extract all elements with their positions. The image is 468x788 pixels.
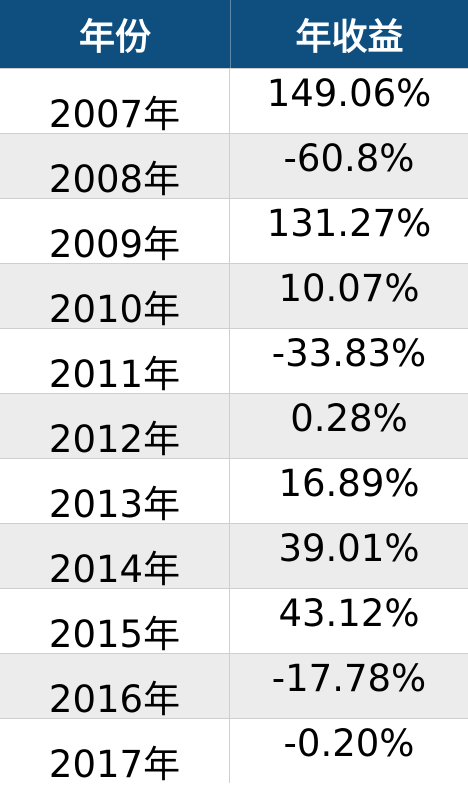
return-cell: 131.27% <box>266 201 432 245</box>
year-cell: 2012年 <box>0 394 230 461</box>
year-cell: 2010年 <box>0 264 230 331</box>
year-cell: 2013年 <box>0 459 230 526</box>
table-header: 年份 年收益 <box>0 0 468 68</box>
return-cell: 39.01% <box>278 526 420 570</box>
return-cell: -0.20% <box>283 721 415 765</box>
return-cell: -33.83% <box>271 331 427 375</box>
return-cell: 10.07% <box>278 266 420 310</box>
return-cell: 149.06% <box>266 71 432 115</box>
table-row: 2017年 -0.20% <box>0 718 468 786</box>
table-row: 2011年 -33.83% <box>0 328 468 396</box>
table-row: 2014年 39.01% <box>0 523 468 591</box>
year-cell: 2015年 <box>0 589 230 656</box>
year-cell: 2008年 <box>0 134 230 201</box>
table-row: 2009年 131.27% <box>0 198 468 266</box>
table-row: 2008年 -60.8% <box>0 133 468 201</box>
year-cell: 2011年 <box>0 329 230 396</box>
year-cell: 2009年 <box>0 199 230 266</box>
return-cell: 43.12% <box>278 591 420 635</box>
year-cell: 2017年 <box>0 719 230 786</box>
return-cell: 16.89% <box>278 461 420 505</box>
table-row: 2007年 149.06% <box>0 68 468 136</box>
table-body: 2007年 149.06% 2008年 -60.8% 2009年 131.27%… <box>0 68 468 786</box>
header-return: 年收益 <box>295 17 404 58</box>
year-cell: 2014年 <box>0 524 230 591</box>
table-row: 2010年 10.07% <box>0 263 468 331</box>
header-year: 年份 <box>0 0 231 68</box>
table-row: 2013年 16.89% <box>0 458 468 526</box>
return-cell: -60.8% <box>283 136 415 180</box>
year-cell: 2016年 <box>0 654 230 721</box>
table-row: 2016年 -17.78% <box>0 653 468 721</box>
year-cell: 2007年 <box>0 69 230 136</box>
table-row: 2015年 43.12% <box>0 588 468 656</box>
table-row: 2012年 0.28% <box>0 393 468 461</box>
return-cell: -17.78% <box>271 656 427 700</box>
return-cell: 0.28% <box>290 396 408 440</box>
